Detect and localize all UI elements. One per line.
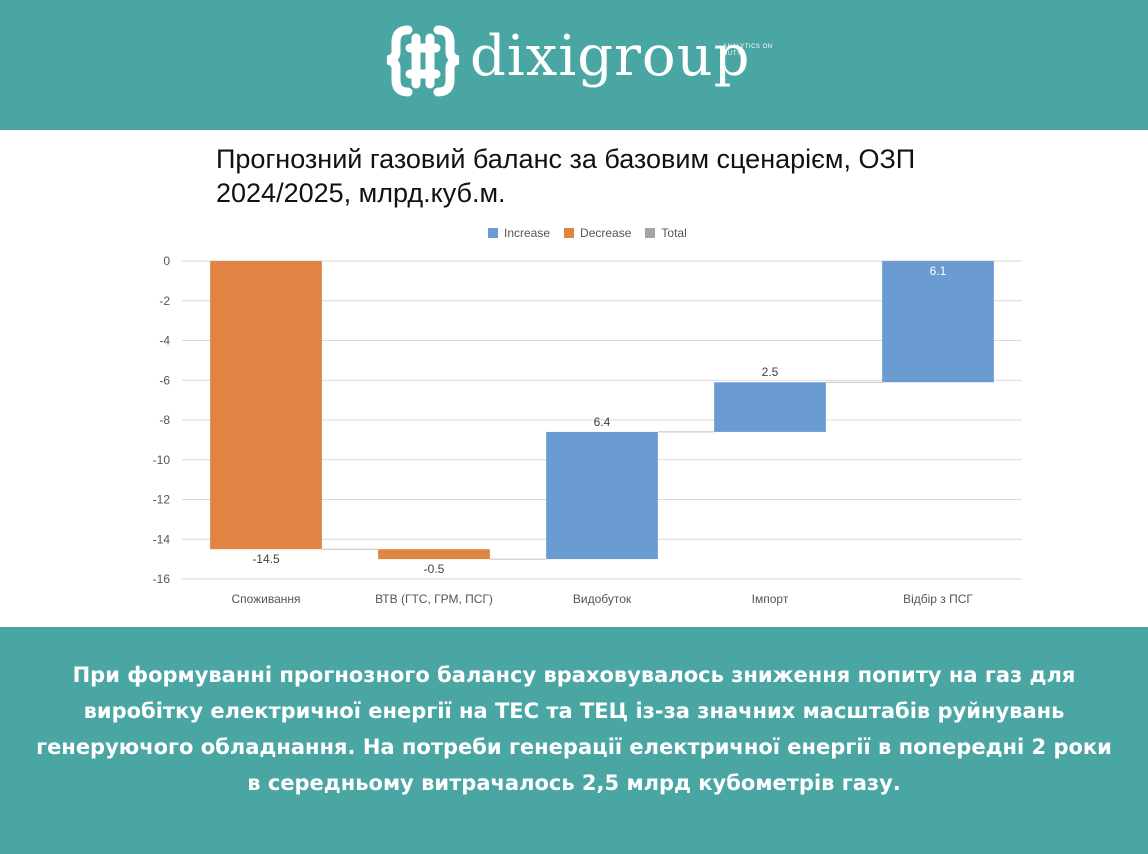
x-category-label: Відбір з ПСГ xyxy=(903,592,973,606)
x-category-label: Імпорт xyxy=(752,592,789,606)
legend-label: Decrease xyxy=(580,226,632,240)
data-label: 6.4 xyxy=(594,415,611,429)
bar-increase xyxy=(546,431,658,560)
waterfall-chart: 0 -2 -4 -6 -8 -10 -12 -14 -16 -14.5 Споживання -0.5… xyxy=(153,254,1022,606)
y-tick-label: -6 xyxy=(159,373,170,387)
x-category-label: Споживання xyxy=(231,592,300,606)
y-tick-label: -4 xyxy=(159,334,170,348)
bar-decrease xyxy=(210,261,322,550)
chart-panel: 0 -2 -4 -6 -8 -10 -12 -14 -16 -14.5 Споживання -0.5… xyxy=(0,130,1148,627)
footer-banner: При формуванні прогнозного балансу врахо… xyxy=(0,627,1148,854)
bar-increase xyxy=(714,382,826,432)
y-tick-label: -16 xyxy=(153,572,171,586)
y-tick-label: -2 xyxy=(159,294,170,308)
chart-legend: Increase Decrease Total xyxy=(488,226,687,240)
logo-mark-icon xyxy=(386,25,460,97)
y-tick-label: -8 xyxy=(159,413,170,427)
legend-item-decrease: Decrease xyxy=(564,226,631,240)
y-tick-label: -10 xyxy=(153,453,171,467)
y-tick-label: 0 xyxy=(163,254,170,268)
legend-label: Increase xyxy=(504,226,551,240)
bar-increase xyxy=(882,261,994,383)
legend-swatch-total xyxy=(645,228,656,238)
brand-tagline: ANALYTICS ON DUTY xyxy=(723,44,773,57)
data-label: 2.5 xyxy=(762,365,779,379)
legend-label: Total xyxy=(661,226,687,240)
legend-swatch-decrease xyxy=(564,228,575,238)
brand-logo: dixigroup ANALYTICS ON DUTY xyxy=(378,18,772,108)
y-tick-label: -14 xyxy=(153,532,171,546)
y-tick-label: -12 xyxy=(153,493,171,507)
data-label: -0.5 xyxy=(424,562,445,576)
bar-decrease xyxy=(378,549,490,560)
header-banner: dixigroup ANALYTICS ON DUTY xyxy=(0,0,1148,130)
chart-title: Прогнозний газовий баланс за базовим сце… xyxy=(216,144,916,208)
brand-name: dixigroup xyxy=(470,24,751,89)
legend-item-increase: Increase xyxy=(488,226,550,240)
legend-item-total: Total xyxy=(645,226,687,240)
data-label: -14.5 xyxy=(252,552,280,566)
footer-note: При формуванні прогнозного балансу врахо… xyxy=(36,663,1112,795)
x-category-label: ВТВ (ГТС, ГРМ, ПСГ) xyxy=(375,592,493,606)
data-label: 6.1 xyxy=(930,264,947,278)
legend-swatch-increase xyxy=(488,228,498,238)
x-category-label: Видобуток xyxy=(573,592,632,606)
